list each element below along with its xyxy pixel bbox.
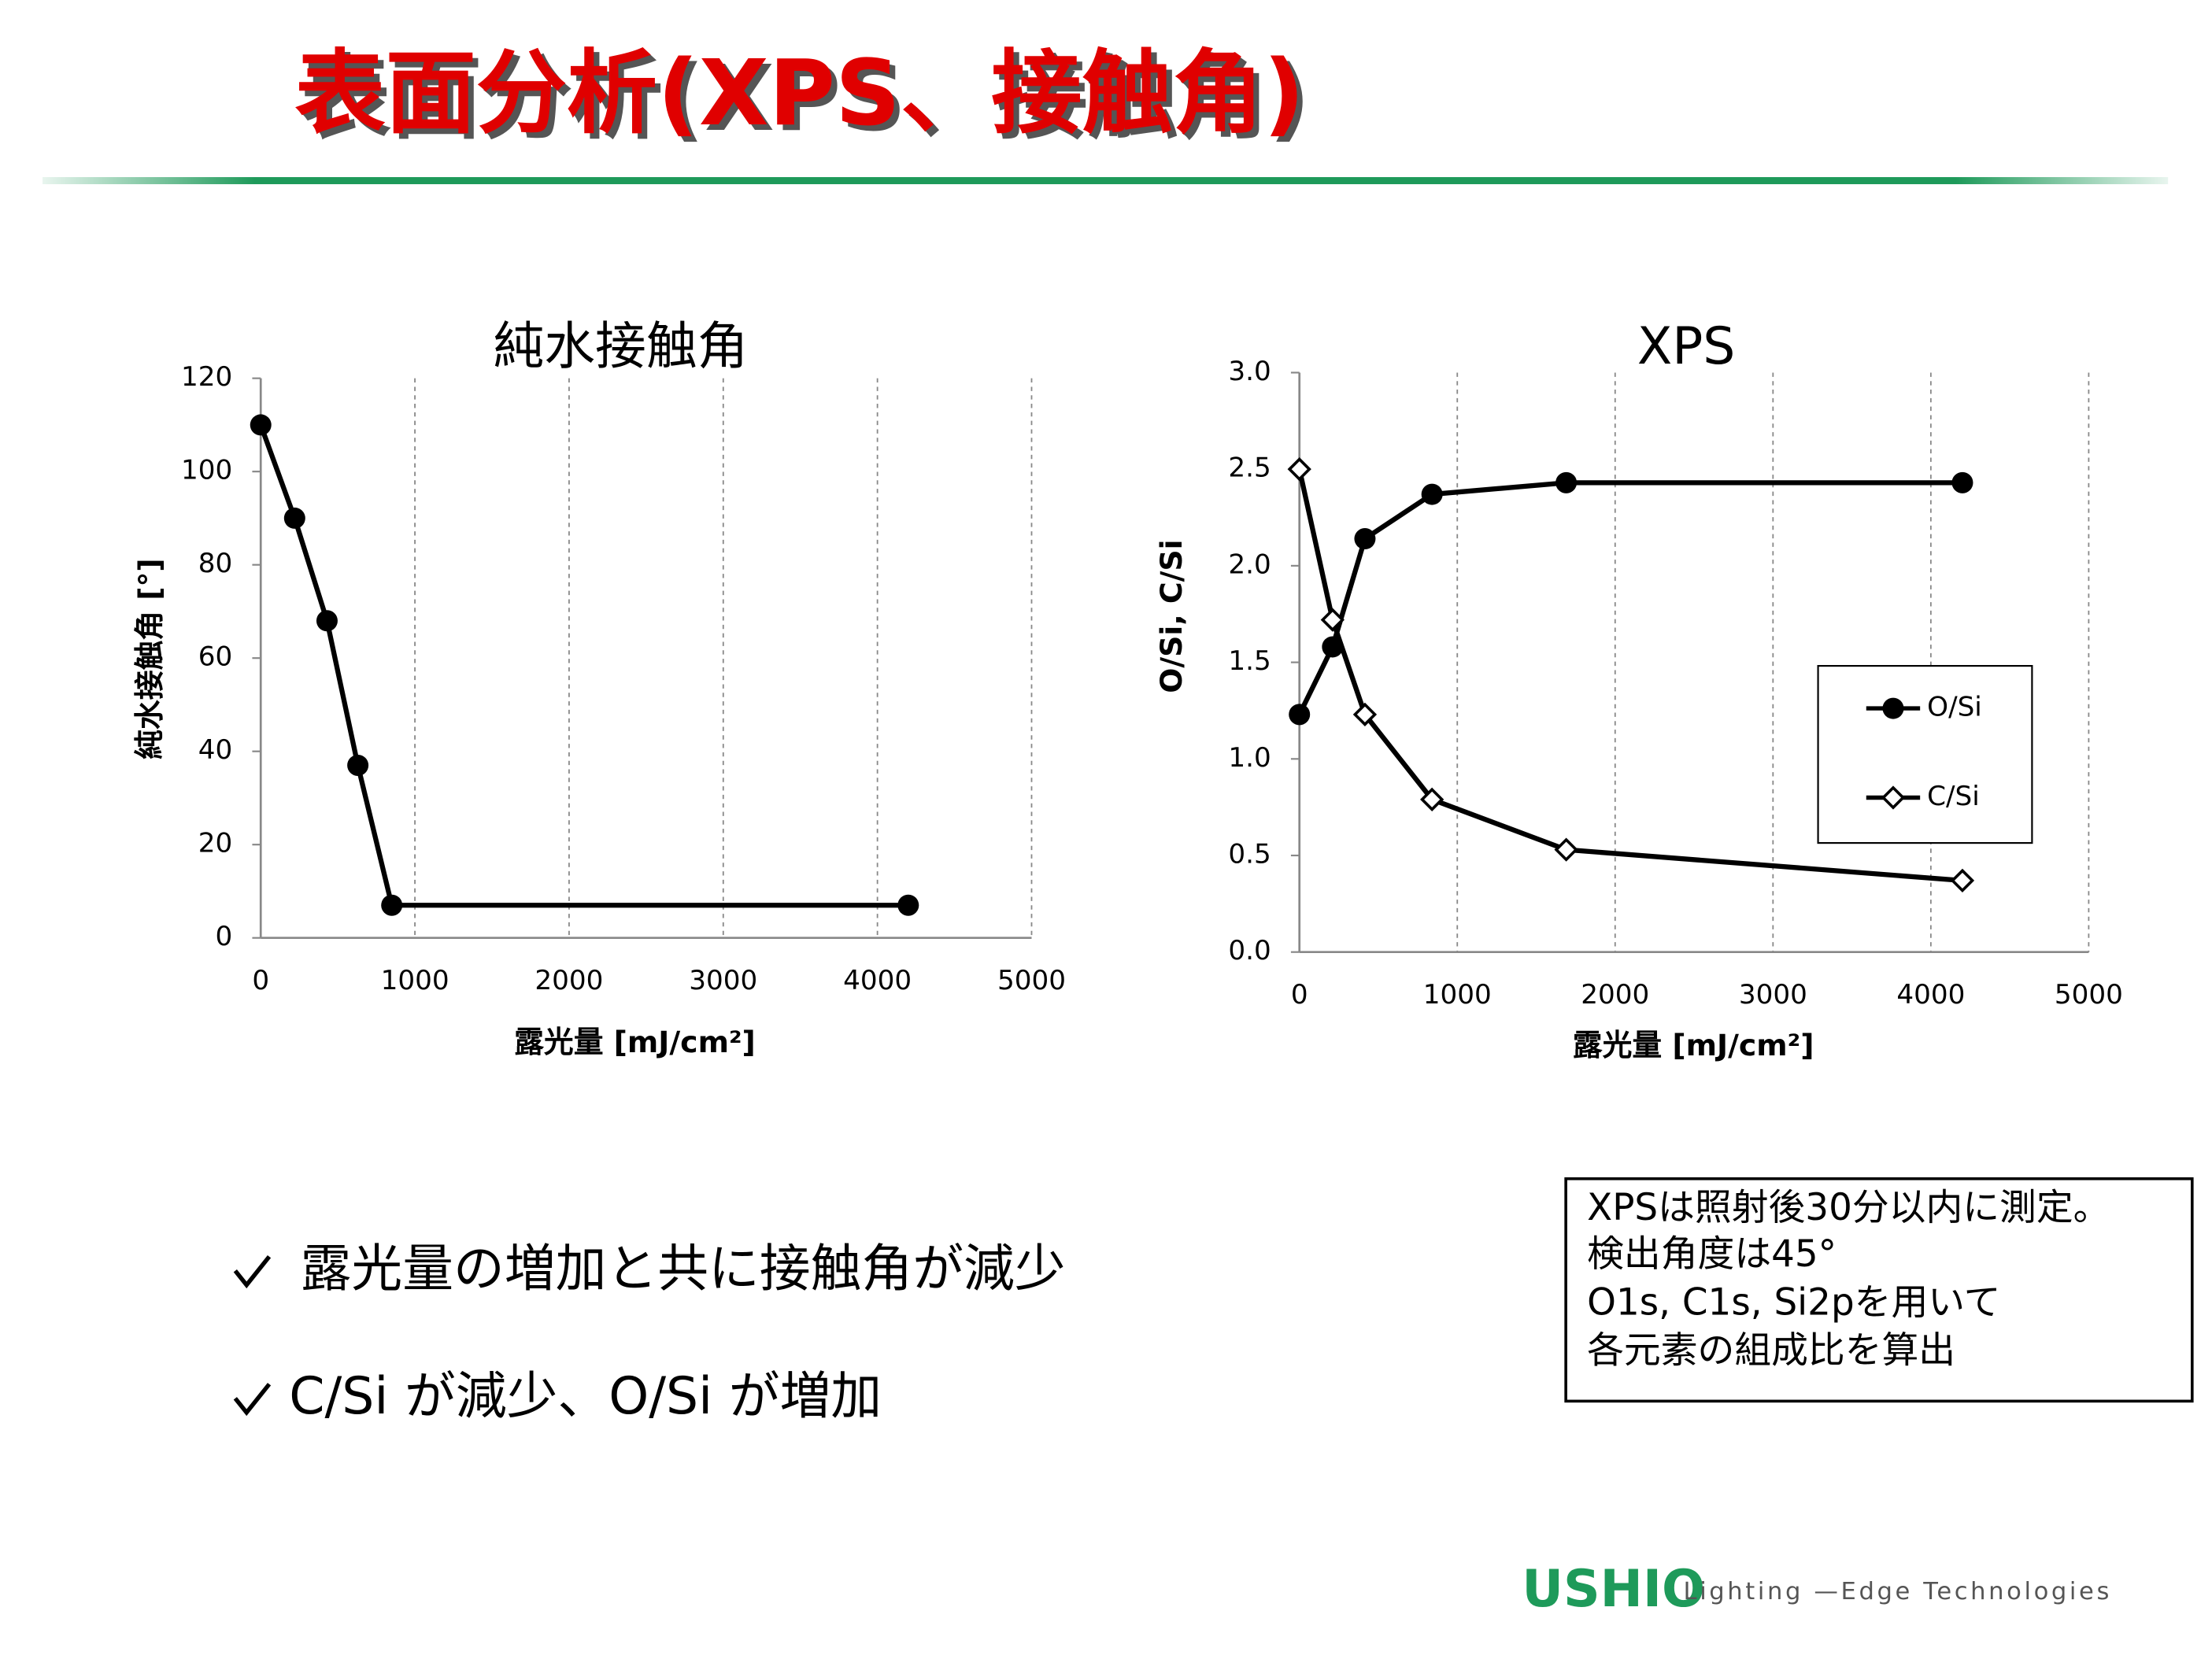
x-tick-label: 5000 — [2055, 979, 2123, 1011]
y-tick-label: 3.0 — [1228, 356, 1271, 387]
y-tick-label: 60 — [198, 641, 233, 673]
note-line: 検出角度は45° — [1587, 1233, 1837, 1276]
x-tick-label: 5000 — [997, 965, 1066, 996]
data-point — [1352, 702, 1378, 726]
tagline: Lighting —Edge Technologies — [1684, 1578, 2112, 1605]
y-axis-label: O/Si, C/Si — [1154, 539, 1189, 693]
y-tick-label: 120 — [181, 361, 232, 393]
data-point — [283, 507, 305, 529]
x-tick-label: 1000 — [381, 965, 449, 996]
check-icon — [233, 1383, 272, 1417]
data-point — [1287, 457, 1311, 482]
data-point — [1421, 483, 1443, 505]
y-tick-label: 80 — [198, 548, 233, 579]
y-tick-label: 0.0 — [1228, 935, 1271, 966]
y-tick-label: 1.0 — [1228, 742, 1271, 774]
data-point — [347, 754, 369, 776]
x-tick-label: 4000 — [843, 965, 912, 996]
title-shadow: 表面分析(XPS、接触角) — [301, 46, 1311, 152]
data-point — [1320, 608, 1345, 632]
data-point — [381, 894, 403, 916]
y-tick-label: 20 — [198, 828, 233, 859]
y-tick-label: 0 — [215, 921, 232, 952]
y-tick-label: 40 — [198, 734, 233, 766]
series-line — [258, 423, 908, 908]
y-tick-label: 2.5 — [1228, 453, 1271, 484]
x-tick-label: 2000 — [1581, 979, 1649, 1011]
data-point — [250, 414, 272, 436]
data-point — [1420, 787, 1444, 811]
slide-title: 表面分析(XPS、接触角) — [294, 41, 1304, 146]
data-point — [1554, 837, 1578, 862]
legend-label: C/Si — [1927, 781, 1980, 812]
bullet: C/Si が減少、O/Si が増加 — [289, 1367, 882, 1426]
data-point — [1555, 471, 1578, 493]
x-tick-label: 2000 — [535, 965, 603, 996]
data-point — [316, 610, 338, 632]
data-point — [1354, 528, 1376, 550]
bullets: 露光量の増加と共に接触角が減少 C/Si が減少、O/Si が増加 — [233, 1240, 1066, 1426]
check-icon — [233, 1255, 272, 1289]
x-tick-label: 0 — [1291, 979, 1308, 1011]
data-point — [1289, 704, 1311, 726]
legend-box — [1817, 665, 2033, 844]
y-axis-label: 純水接触角 [°] — [132, 558, 167, 759]
legend-label: O/Si — [1927, 692, 1982, 723]
y-tick-label: 2.0 — [1228, 549, 1271, 580]
note-line: XPSは照射後30分以内に測定。 — [1587, 1187, 2110, 1229]
x-tick-label: 3000 — [1739, 979, 1807, 1011]
bullet: 露光量の増加と共に接触角が減少 — [301, 1240, 1066, 1299]
data-point — [1950, 868, 1975, 893]
logo: USHIO — [1522, 1560, 1705, 1619]
chart-title: 純水接触角 — [493, 317, 748, 376]
legend-marker — [1882, 697, 1904, 719]
note-line: O1s, C1s, Si2pを用いて — [1587, 1281, 2000, 1324]
x-tick-label: 1000 — [1423, 979, 1492, 1011]
note-line: 各元素の組成比を算出 — [1587, 1330, 1955, 1373]
x-tick-label: 4000 — [1896, 979, 1965, 1011]
series-line — [1296, 468, 1963, 884]
data-point — [897, 894, 919, 916]
x-axis-label: 露光量 [mJ/cm²] — [514, 1025, 756, 1059]
series-line — [1296, 480, 1962, 716]
y-tick-label: 1.5 — [1228, 645, 1271, 677]
note-box — [1564, 1177, 2194, 1403]
data-point — [1951, 471, 1973, 493]
x-tick-label: 3000 — [689, 965, 757, 996]
y-tick-label: 0.5 — [1228, 839, 1271, 870]
x-tick-label: 0 — [252, 965, 269, 996]
y-tick-label: 100 — [181, 455, 232, 486]
chart-title: XPS — [1637, 317, 1736, 376]
title-rule — [43, 177, 2169, 185]
legend-marker — [1881, 785, 1906, 810]
x-axis-label: 露光量 [mJ/cm²] — [1573, 1028, 1814, 1062]
